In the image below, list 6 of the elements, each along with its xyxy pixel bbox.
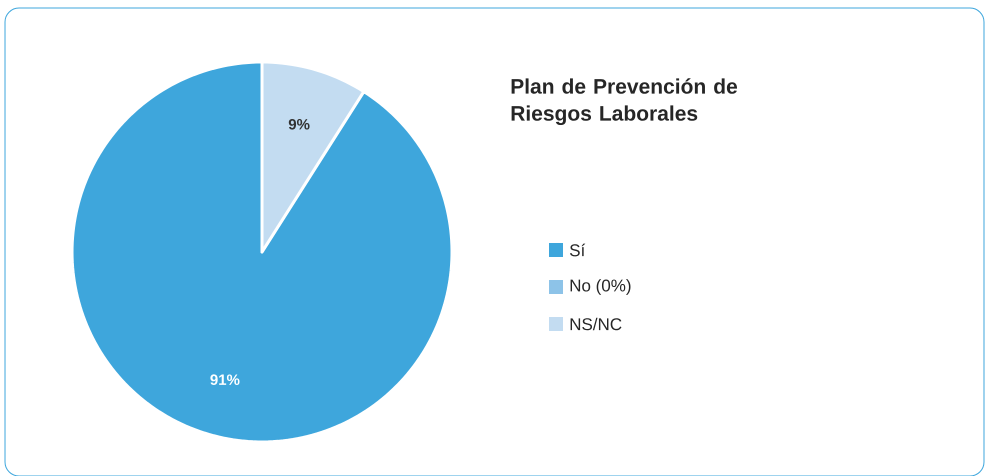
- legend-label: NS/NC: [570, 318, 622, 330]
- data-label: 91%: [210, 374, 240, 385]
- legend-label: No (0%): [570, 278, 630, 295]
- data-label: 9%: [288, 118, 310, 130]
- legend-label: Sí: [570, 243, 586, 256]
- text: Plan de Prevención de Riesgos Laborales: [512, 78, 738, 125]
